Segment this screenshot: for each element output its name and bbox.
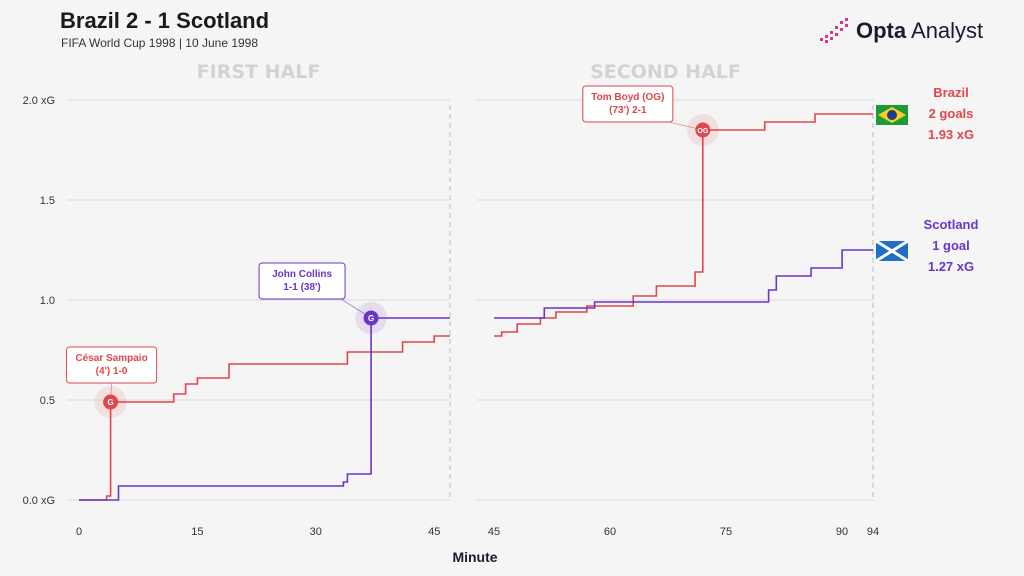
end-label-scotland: 1 goal — [932, 238, 970, 253]
series-line-brazil — [79, 335, 450, 501]
opta-logo-icon — [820, 18, 848, 43]
y-tick-label: 0.5 — [40, 395, 55, 407]
x-tick-label: 75 — [720, 526, 732, 538]
goal-marker-label: G — [107, 398, 113, 407]
x-tick-label: 45 — [488, 526, 500, 538]
end-label-scotland: 1.27 xG — [928, 259, 974, 274]
y-tick-label: 0.0 xG — [23, 495, 55, 507]
half-label: FIRST HALF — [197, 61, 321, 83]
goal-marker — [695, 122, 711, 138]
annotation-box — [258, 262, 346, 300]
series-line-brazil — [494, 113, 873, 337]
flag-saltire — [875, 239, 909, 263]
chart-labels: 0.0 xG 0.5 1.0 1.5 2.0 xG FIRST HALF 0 15 30 45 SE… — [23, 61, 880, 565]
series-line-scotland — [494, 249, 873, 319]
x-tick-label: 0 — [76, 526, 82, 538]
scotland-flag-icon — [875, 239, 909, 263]
goal-marker — [103, 394, 119, 410]
annotation-text: Tom Boyd (OG) — [591, 92, 664, 103]
y-tick-label: 1.5 — [40, 195, 55, 207]
x-axis-title: Minute — [452, 549, 497, 565]
flag-globe — [887, 110, 897, 120]
annotation-text: John Collins — [272, 269, 332, 280]
end-label-brazil: 1.93 xG — [928, 127, 974, 142]
annotation-text: (4') 1-0 — [96, 366, 128, 377]
brand-name-rest: Analyst — [906, 18, 984, 43]
goal-marker — [363, 310, 379, 326]
y-tick-label: 1.0 — [40, 295, 55, 307]
opta-analyst-logo: Opta Analyst — [820, 18, 983, 44]
x-tick-label: 90 — [836, 526, 848, 538]
y-tick-label: 2.0 xG — [23, 95, 55, 107]
end-label-brazil: Brazil — [933, 85, 968, 100]
end-label-brazil: 2 goals — [929, 106, 974, 121]
grid-lines — [67, 99, 874, 501]
brand-name: Opta Analyst — [856, 18, 983, 44]
brand-name-bold: Opta — [856, 18, 907, 43]
goal-annotations: G César Sampaio (4') 1-0 G John Collins 1-1 (… — [66, 85, 719, 418]
end-label-scotland: Scotland — [924, 217, 979, 232]
x-tick-label: 94 — [867, 526, 879, 538]
annotation-text: 1-1 (38') — [283, 282, 320, 293]
x-tick-label: 45 — [428, 526, 440, 538]
end-labels: Brazil 2 goals 1.93 xG Scotland 1 goal 1.27 x… — [875, 85, 979, 274]
x-tick-label: 30 — [310, 526, 322, 538]
brazil-flag-icon — [876, 105, 908, 125]
half-label: SECOND HALF — [590, 61, 741, 83]
chart-subtitle: FIFA World Cup 1998 | 10 June 1998 — [61, 36, 259, 50]
series-line-scotland — [79, 317, 450, 501]
series-lines — [79, 113, 873, 501]
goal-marker-label: OG — [697, 128, 708, 135]
goal-marker-label: G — [368, 314, 374, 323]
x-tick-label: 60 — [604, 526, 616, 538]
x-tick-label: 15 — [191, 526, 203, 538]
annotation-box — [582, 85, 674, 123]
annotation-text: César Sampaio — [75, 353, 147, 364]
annotation-text: (73') 2-1 — [609, 105, 647, 116]
chart-title: Brazil 2 - 1 Scotland — [60, 8, 270, 33]
annotation-box — [66, 346, 158, 384]
